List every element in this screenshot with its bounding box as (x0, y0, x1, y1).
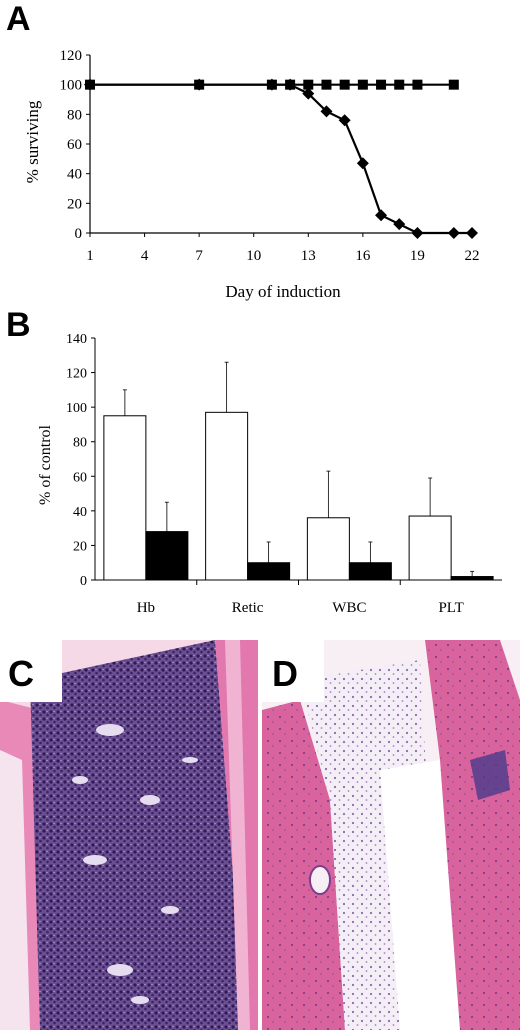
y-tick-label: 0 (75, 226, 83, 242)
panel-label-d: D (272, 653, 298, 694)
bar (408, 515, 452, 581)
category-label: Hb (137, 600, 155, 616)
survival-ticks: 0 20 40 60 80 100 120 1 4 7 10 13 16 19 22 (60, 48, 480, 264)
x-tick-label: 4 (141, 248, 149, 264)
data-point-diamond (356, 157, 369, 170)
data-point-square (266, 79, 277, 90)
data-point-square (85, 79, 95, 90)
panel-label-c: C (8, 653, 34, 694)
y-tick-label: 120 (60, 48, 83, 64)
x-tick-label: 1 (86, 248, 94, 264)
panel-label-b: B (6, 306, 31, 344)
data-point-square (303, 79, 314, 90)
data-point-square (321, 79, 332, 90)
bar (103, 415, 147, 581)
data-point-square (412, 79, 423, 90)
data-point-square (394, 79, 405, 90)
data-point-square (357, 79, 368, 90)
y-tick-label: 20 (73, 539, 87, 554)
micrograph-d: D (262, 640, 520, 1030)
micrograph-c: C (0, 640, 258, 1030)
blood-count-bars (103, 361, 494, 581)
data-point-square (339, 79, 350, 90)
histology-panels: C D (0, 640, 520, 1030)
survival-x-axis-label: Day of induction (225, 282, 341, 301)
y-tick-label: 20 (67, 196, 82, 212)
y-tick-label: 100 (60, 78, 83, 94)
y-tick-label: 60 (73, 470, 87, 485)
series-diamond (84, 78, 478, 239)
survival-chart: 0 20 40 60 80 100 120 1 4 7 10 13 16 19 22 % surviving… (23, 48, 480, 301)
y-tick-label: 0 (80, 574, 87, 589)
data-point-diamond (466, 227, 478, 239)
data-point-diamond (338, 114, 351, 127)
blood-count-y-axis-label: % of control (37, 424, 54, 505)
data-point-diamond (375, 209, 388, 222)
survival-y-axis-label: % surviving (23, 100, 42, 183)
blood-count-ticks: 0 20 40 60 80 100 120 140 Hb Retic WBC PLT (66, 332, 464, 616)
data-point-square (285, 79, 296, 90)
bar (247, 562, 291, 581)
x-tick-label: 22 (465, 248, 480, 264)
x-tick-label: 16 (355, 248, 371, 264)
bar (348, 562, 392, 581)
x-tick-label: 10 (246, 248, 261, 264)
bar (450, 576, 494, 581)
category-label: Retic (232, 600, 264, 616)
data-point-diamond (320, 105, 333, 118)
survival-series (84, 78, 478, 239)
data-point-diamond (302, 87, 315, 100)
y-tick-label: 140 (66, 332, 87, 347)
y-tick-label: 40 (73, 505, 87, 520)
bar (145, 531, 189, 581)
data-point-diamond (447, 227, 460, 239)
x-tick-label: 13 (301, 248, 316, 264)
y-tick-label: 100 (66, 401, 87, 416)
blood-count-chart: 0 20 40 60 80 100 120 140 Hb Retic WBC PLT % of con… (37, 332, 502, 616)
data-point-diamond (411, 227, 424, 239)
x-tick-label: 7 (195, 248, 203, 264)
data-point-square (376, 79, 387, 90)
data-point-diamond (393, 218, 406, 231)
bar (205, 411, 249, 581)
x-tick-label: 19 (410, 248, 425, 264)
series-square (85, 79, 459, 90)
y-tick-label: 60 (67, 137, 82, 153)
y-tick-label: 80 (73, 436, 87, 451)
panel-label-a: A (6, 0, 31, 38)
y-tick-label: 40 (67, 167, 82, 183)
category-label: WBC (332, 600, 366, 616)
data-point-square (194, 79, 205, 90)
series-line (90, 83, 472, 235)
y-tick-label: 120 (66, 367, 87, 382)
y-tick-label: 80 (67, 107, 82, 123)
category-label: PLT (438, 600, 463, 616)
data-point-square (448, 79, 459, 90)
bar (306, 517, 350, 581)
